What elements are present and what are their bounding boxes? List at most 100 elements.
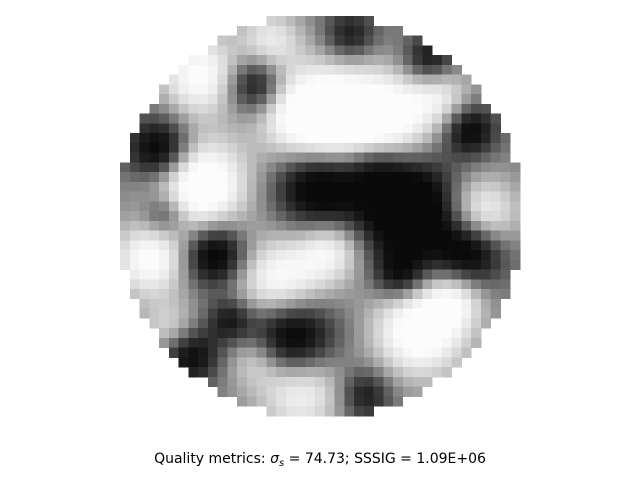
- speckle-pixel: [237, 172, 248, 183]
- speckle-pixel: [295, 94, 306, 105]
- speckle-pixel: [227, 289, 238, 300]
- speckle-pixel: [198, 113, 209, 124]
- speckle-pixel: [285, 220, 296, 231]
- sigma-symbol: σ: [270, 451, 279, 467]
- speckle-pixel: [393, 45, 404, 56]
- speckle-pixel: [451, 298, 462, 309]
- speckle-pixel: [393, 142, 404, 153]
- speckle-pixel: [237, 308, 248, 319]
- speckle-pixel: [393, 133, 404, 144]
- speckle-pixel: [139, 181, 150, 192]
- speckle-pixel: [480, 201, 492, 212]
- speckle-pixel: [334, 55, 345, 66]
- speckle-pixel: [334, 386, 345, 397]
- speckle-pixel: [461, 250, 472, 261]
- speckle-pixel: [237, 123, 248, 134]
- speckle-pixel: [168, 103, 179, 114]
- speckle-pixel: [324, 16, 335, 27]
- speckle-pixel: [256, 181, 267, 192]
- speckle-pixel: [207, 45, 218, 56]
- speckle-pixel: [451, 337, 462, 349]
- speckle-pixel: [441, 357, 453, 368]
- speckle-pixel: [334, 133, 345, 144]
- speckle-pixel: [285, 298, 296, 309]
- speckle-pixel: [227, 181, 238, 192]
- speckle-pixel: [305, 250, 316, 261]
- speckle-pixel: [129, 240, 140, 251]
- speckle-pixel: [354, 250, 365, 261]
- speckle-pixel: [227, 259, 238, 270]
- speckle-pixel: [354, 357, 365, 368]
- speckle-pixel: [383, 376, 394, 388]
- speckle-pixel: [256, 152, 267, 163]
- speckle-pixel: [227, 103, 238, 114]
- speckle-pixel: [461, 84, 472, 95]
- speckle-pixel: [295, 35, 306, 46]
- speckle-pixel: [237, 250, 248, 261]
- speckle-pixel: [383, 55, 394, 66]
- speckle-pixel: [256, 172, 267, 183]
- speckle-pixel: [451, 191, 462, 202]
- speckle-pixel: [412, 386, 423, 397]
- speckle-pixel: [256, 201, 267, 212]
- speckle-pixel: [373, 74, 384, 85]
- speckle-pixel: [402, 94, 413, 105]
- speckle-pixel: [305, 211, 316, 222]
- speckle-pixel: [412, 172, 423, 183]
- speckle-pixel: [285, 172, 296, 183]
- speckle-pixel: [490, 191, 501, 202]
- speckle-pixel: [354, 142, 365, 153]
- speckle-pixel: [256, 308, 267, 319]
- speckle-pixel: [373, 133, 384, 144]
- speckle-pixel: [139, 152, 150, 163]
- speckle-pixel: [354, 289, 365, 300]
- speckle-pixel: [129, 269, 140, 280]
- speckle-pixel: [315, 289, 326, 300]
- speckle-pixel: [344, 386, 355, 397]
- speckle-pixel: [451, 220, 462, 231]
- speckle-pixel: [285, 74, 296, 85]
- speckle-pixel: [207, 328, 218, 339]
- speckle-pixel: [198, 181, 209, 192]
- speckle-pixel: [480, 123, 492, 134]
- speckle-pixel: [383, 103, 394, 114]
- speckle-pixel: [315, 298, 326, 309]
- speckle-pixel: [207, 55, 218, 66]
- speckle-pixel: [354, 133, 365, 144]
- speckle-pixel: [315, 133, 326, 144]
- speckle-pixel: [373, 84, 384, 95]
- speckle-pixel: [315, 123, 326, 134]
- speckle-pixel: [315, 181, 326, 192]
- speckle-pixel: [432, 269, 443, 280]
- speckle-pixel: [178, 74, 189, 85]
- speckle-pixel: [344, 289, 355, 300]
- speckle-pixel: [285, 406, 296, 417]
- speckle-pixel: [305, 74, 316, 85]
- speckle-pixel: [237, 152, 248, 163]
- speckle-pixel: [363, 103, 374, 114]
- speckle-pixel: [412, 289, 423, 300]
- speckle-pixel: [207, 240, 218, 251]
- speckle-pixel: [276, 113, 287, 124]
- speckle-pixel: [295, 201, 306, 212]
- speckle-pixel: [354, 230, 365, 241]
- speckle-pixel: [149, 201, 160, 212]
- speckle-pixel: [334, 142, 345, 153]
- speckle-pixel: [451, 279, 462, 290]
- speckle-pixel: [393, 201, 404, 212]
- speckle-pixel: [344, 269, 355, 280]
- speckle-pixel: [393, 84, 404, 95]
- speckle-pixel: [334, 269, 345, 280]
- speckle-pixel: [510, 172, 521, 183]
- speckle-pixel: [344, 191, 355, 202]
- speckle-pixel: [217, 103, 228, 114]
- speckle-pixel: [324, 64, 335, 75]
- speckle-pixel: [237, 84, 248, 95]
- speckle-pixel: [168, 201, 179, 212]
- speckle-pixel: [256, 142, 267, 153]
- speckle-pixel: [149, 318, 160, 329]
- speckle-pixel: [295, 45, 306, 56]
- speckle-pixel: [168, 308, 179, 319]
- speckle-pixel: [266, 318, 277, 329]
- speckle-pixel: [129, 201, 140, 212]
